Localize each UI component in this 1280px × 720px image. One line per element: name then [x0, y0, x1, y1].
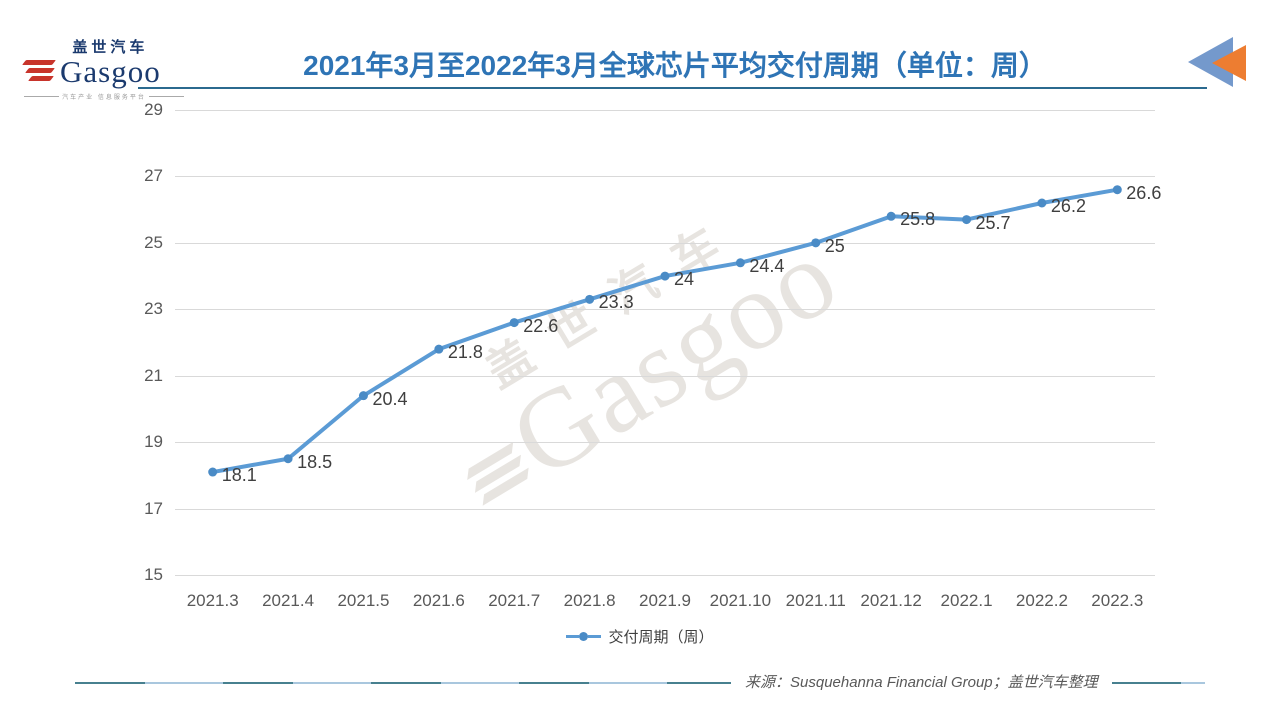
- x-tick-label: 2021.3: [186, 591, 239, 610]
- chart-legend: 交付周期（周）: [0, 626, 1280, 647]
- legend-label: 交付周期（周）: [608, 629, 714, 646]
- logo-main: 盖世汽车 Gasgoo: [22, 36, 194, 87]
- data-label: 25: [824, 235, 845, 256]
- logo-tagline: 汽车产业 信息服务平台: [62, 95, 146, 101]
- page-title: 2021年3月至2022年3月全球芯片平均交付周期（单位：周）: [303, 50, 1047, 81]
- tagline-rule-left: [24, 96, 60, 97]
- tagline-rule-right: [148, 96, 185, 97]
- data-point: [1037, 198, 1047, 208]
- gridline: [175, 242, 1155, 244]
- data-label: 25.7: [975, 212, 1011, 233]
- x-tick-label: 2022.2: [1015, 591, 1068, 610]
- data-label: 24: [674, 269, 695, 290]
- data-point: [735, 258, 745, 268]
- y-tick-label: 19: [144, 432, 163, 452]
- legend-line-marker-icon: [566, 632, 602, 641]
- x-tick-label: 2021.12: [860, 591, 922, 610]
- x-tick-label: 2021.8: [563, 591, 616, 610]
- data-point: [811, 238, 821, 248]
- data-point: [962, 215, 972, 225]
- x-tick-label: 2022.3: [1091, 591, 1144, 610]
- x-tick-label: 2021.7: [488, 591, 541, 610]
- data-point: [509, 318, 519, 328]
- data-label: 18.5: [297, 451, 333, 472]
- logo-tagline-row: 汽车产业 信息服务平台: [24, 92, 185, 101]
- gridline: [175, 309, 1155, 311]
- footer-rule: 来源：Susquehanna Financial Group；盖世汽车整理: [75, 671, 1205, 692]
- data-label: 20.4: [372, 388, 408, 409]
- gridline: [175, 110, 1155, 111]
- x-tick-label: 2021.10: [709, 591, 772, 610]
- double-triangle-arrows-icon: [1188, 36, 1250, 90]
- source-text: 来源：Susquehanna Financial Group；盖世汽车整理: [731, 671, 1112, 692]
- data-point: [660, 271, 670, 281]
- data-label: 26.6: [1126, 182, 1162, 203]
- x-tick-label: 2022.1: [940, 591, 993, 610]
- data-point: [208, 467, 218, 477]
- x-tick-label: 2021.11: [785, 591, 846, 610]
- x-tick-label: 2021.9: [639, 591, 691, 610]
- gasgoo-logo: 盖世汽车 Gasgoo 汽车产业 信息服务平台: [22, 36, 194, 101]
- data-label: 18.1: [221, 465, 257, 486]
- gridline: [175, 176, 1155, 178]
- logo-text: 盖世汽车 Gasgoo: [60, 36, 161, 87]
- y-tick-label: 17: [144, 498, 163, 518]
- logo-en-text: Gasgoo: [60, 54, 161, 89]
- orange-triangle-icon: [1212, 45, 1246, 81]
- y-tick-label: 23: [144, 299, 163, 319]
- data-label: 21.8: [447, 342, 483, 363]
- gridline: [175, 375, 1155, 377]
- data-point: [886, 211, 896, 221]
- data-label: 22.6: [523, 315, 559, 336]
- data-label: 26.2: [1050, 196, 1086, 216]
- data-point: [358, 391, 368, 401]
- y-tick-label: 15: [144, 565, 163, 584]
- data-point: [585, 294, 595, 304]
- y-tick-label: 21: [144, 365, 163, 385]
- logo-cn-text: 盖世汽车: [72, 39, 149, 56]
- x-tick-label: 2021.4: [262, 591, 315, 610]
- data-label: 25.8: [900, 209, 936, 230]
- gridline: [175, 575, 1155, 576]
- gridline: [175, 442, 1155, 444]
- y-tick-label: 29: [144, 100, 163, 119]
- gridline: [175, 508, 1155, 510]
- x-tick-label: 2021.6: [412, 591, 465, 610]
- data-label: 24.4: [749, 255, 785, 276]
- data-point: [283, 454, 293, 464]
- y-tick-label: 27: [144, 166, 163, 186]
- x-tick-label: 2021.5: [337, 591, 390, 610]
- data-point: [434, 344, 444, 354]
- data-label: 23.3: [598, 292, 634, 313]
- data-point: [1112, 185, 1122, 195]
- title-underline: [138, 87, 1207, 89]
- y-tick-label: 25: [144, 232, 163, 252]
